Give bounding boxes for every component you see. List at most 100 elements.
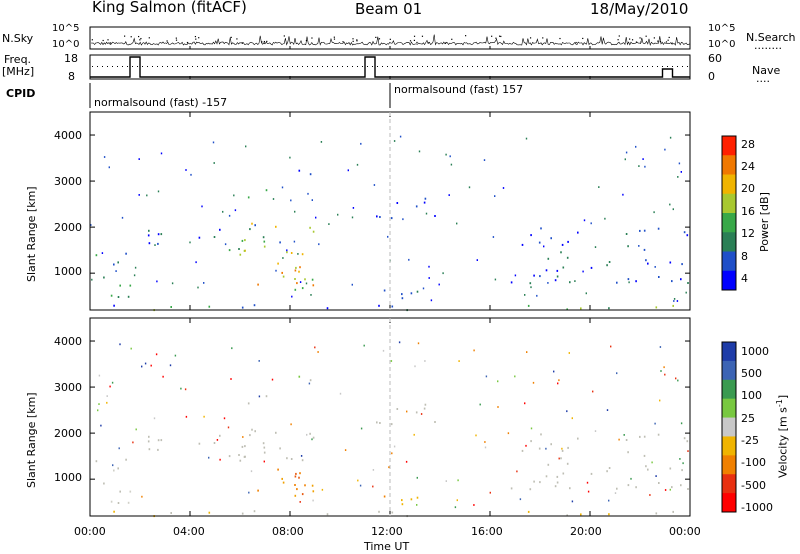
nave-dot: [382, 66, 383, 67]
power-cbar-28: 28: [741, 138, 755, 151]
power-noise: [154, 244, 156, 246]
power-noise: [305, 282, 308, 285]
velocity-noise: [203, 415, 205, 418]
velocity-colorbar-band: [722, 493, 736, 513]
power-cbar-12: 12: [741, 227, 755, 240]
nave-dot: [422, 66, 423, 67]
nsearch-dot: [582, 37, 584, 40]
velocity-cell: [275, 431, 277, 434]
velocity-noise: [456, 499, 458, 502]
velocity-cbar-m100: -100: [741, 456, 766, 469]
velocity-cell: [556, 475, 559, 478]
power-noise: [685, 291, 687, 294]
power-noise: [418, 150, 421, 153]
velocity-noise: [497, 406, 499, 408]
power-cell: [647, 262, 649, 265]
power-cell: [160, 233, 163, 236]
nsearch-dot: [667, 39, 669, 41]
nave-dot: [192, 66, 193, 67]
power-noise: [456, 222, 458, 225]
velocity-cell: [401, 499, 403, 502]
nave-dot: [667, 66, 668, 67]
power-cell: [658, 276, 660, 278]
nave-dot: [282, 66, 283, 67]
power-noise: [171, 282, 174, 285]
velocity-cell: [298, 476, 300, 479]
power-cell: [309, 173, 312, 176]
velocity-noise: [664, 373, 666, 376]
nave-dot: [97, 66, 98, 67]
power-noise: [190, 173, 192, 176]
nave-dot: [217, 66, 218, 67]
velocity-cell: [671, 486, 673, 489]
power-noise: [282, 257, 284, 259]
power-cell: [669, 261, 672, 264]
nave-dot: [527, 66, 528, 67]
velocity-cell: [510, 487, 513, 490]
nave-dot: [567, 66, 568, 67]
velocity-noise: [312, 499, 314, 502]
power-cell: [672, 304, 674, 307]
power-cell: [390, 217, 393, 220]
power-ytick-1000: 1000: [54, 265, 82, 278]
nave-dot: [637, 66, 638, 67]
nave-dot: [257, 66, 258, 67]
nsearch-dot: [409, 40, 412, 42]
velocity-cell: [608, 513, 610, 516]
power-heatmap: [90, 135, 689, 312]
velocity-noise: [388, 466, 390, 469]
velocity-cell: [241, 512, 244, 515]
velocity-cbar-label-main: Velocity [m s: [776, 407, 790, 478]
velocity-colorbar-band: [722, 436, 736, 456]
nsearch-dot: [653, 37, 655, 39]
velocity-cell: [198, 442, 201, 445]
power-cell: [643, 229, 646, 232]
nsearch-dot: [352, 38, 354, 40]
velocity-noise: [372, 485, 374, 488]
velocity-ytick-2000: 2000: [54, 427, 82, 440]
power-noise: [352, 207, 355, 209]
power-cell: [213, 236, 216, 238]
power-cell: [251, 222, 253, 225]
nave-dot: [677, 66, 678, 67]
nave-dot: [617, 66, 618, 67]
power-noise: [351, 283, 353, 286]
power-noise: [622, 193, 624, 196]
velocity-heatmap: [95, 341, 689, 518]
velocity-cell: [239, 459, 242, 462]
velocity-cell: [545, 475, 548, 478]
power-noise: [524, 294, 526, 296]
velocity-cbar-25: 25: [741, 412, 755, 425]
nsearch-dot: [130, 36, 132, 38]
velocity-cell: [219, 434, 221, 437]
velocity-cell: [625, 439, 628, 441]
power-cell: [625, 233, 628, 235]
power-colorbar-band: [722, 251, 736, 272]
nave-tick-low: 0: [708, 70, 715, 83]
nave-dot: [167, 66, 168, 67]
power-noise: [299, 281, 302, 283]
nave-dot: [357, 66, 358, 67]
power-noise: [644, 165, 646, 168]
velocity-cell: [655, 512, 658, 515]
nave-label: Nave: [752, 64, 781, 77]
power-noise: [373, 184, 376, 186]
velocity-cell: [251, 428, 253, 431]
velocity-noise: [357, 479, 359, 482]
power-noise: [428, 265, 430, 268]
velocity-noise: [664, 489, 667, 491]
power-noise: [290, 199, 292, 202]
velocity-noise: [98, 403, 100, 405]
velocity-noise: [185, 415, 188, 418]
xtick-2000: 20:00: [570, 525, 602, 538]
velocity-noise: [321, 488, 324, 491]
velocity-noise: [391, 452, 393, 455]
velocity-noise: [223, 417, 226, 420]
velocity-noise: [150, 364, 152, 367]
power-noise: [502, 187, 505, 189]
power-cell: [247, 196, 250, 199]
power-cell: [243, 249, 246, 252]
power-cell: [533, 274, 535, 277]
velocity-noise: [614, 492, 617, 494]
power-noise: [408, 258, 410, 261]
